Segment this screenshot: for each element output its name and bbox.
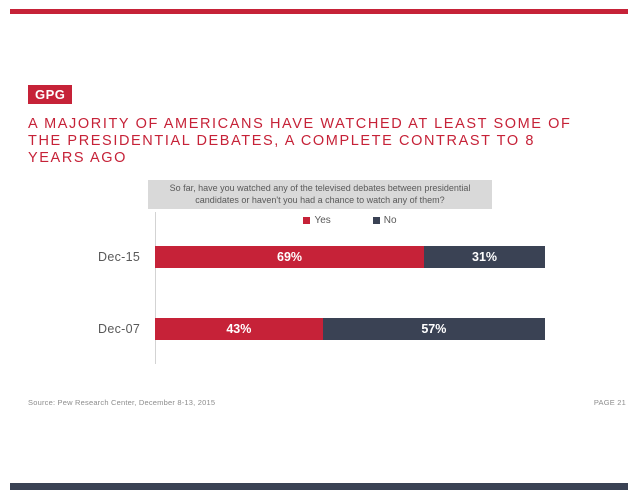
chart-axis-line: [155, 212, 156, 364]
survey-question-box: So far, have you watched any of the tele…: [148, 180, 492, 209]
bar-segment-yes: 43%: [155, 318, 323, 340]
source-note: Source: Pew Research Center, December 8-…: [28, 398, 216, 407]
legend-swatch-yes: [303, 217, 311, 224]
legend-item-no: No: [372, 215, 397, 226]
chart-legend: Yes No: [155, 215, 545, 226]
slide-title: A MAJORITY OF AMERICANS HAVE WATCHED AT …: [28, 116, 572, 166]
legend-swatch-no: [372, 217, 380, 224]
bar-track: 43% 57%: [155, 318, 545, 340]
stacked-bar-chart: Dec-15 69% 31% Dec-07 43% 57%: [98, 246, 548, 390]
chart-row-dec-07: Dec-07 43% 57%: [98, 318, 548, 340]
category-label: Dec-07: [98, 322, 141, 336]
page-number: PAGE 21: [593, 398, 626, 407]
bar-segment-yes: 69%: [155, 246, 425, 268]
legend-item-yes: Yes: [303, 215, 331, 226]
bar-track: 69% 31%: [155, 246, 545, 268]
legend-label: No: [383, 215, 397, 226]
gpg-logo: GPG: [28, 85, 73, 104]
chart-row-dec-15: Dec-15 69% 31%: [98, 246, 548, 268]
bar-segment-no: 31%: [424, 246, 545, 268]
legend-label: Yes: [314, 215, 331, 226]
bar-segment-no: 57%: [322, 318, 545, 340]
category-label: Dec-15: [98, 250, 141, 264]
bottom-accent-bar: [10, 483, 628, 490]
top-accent-bar: [10, 9, 628, 14]
